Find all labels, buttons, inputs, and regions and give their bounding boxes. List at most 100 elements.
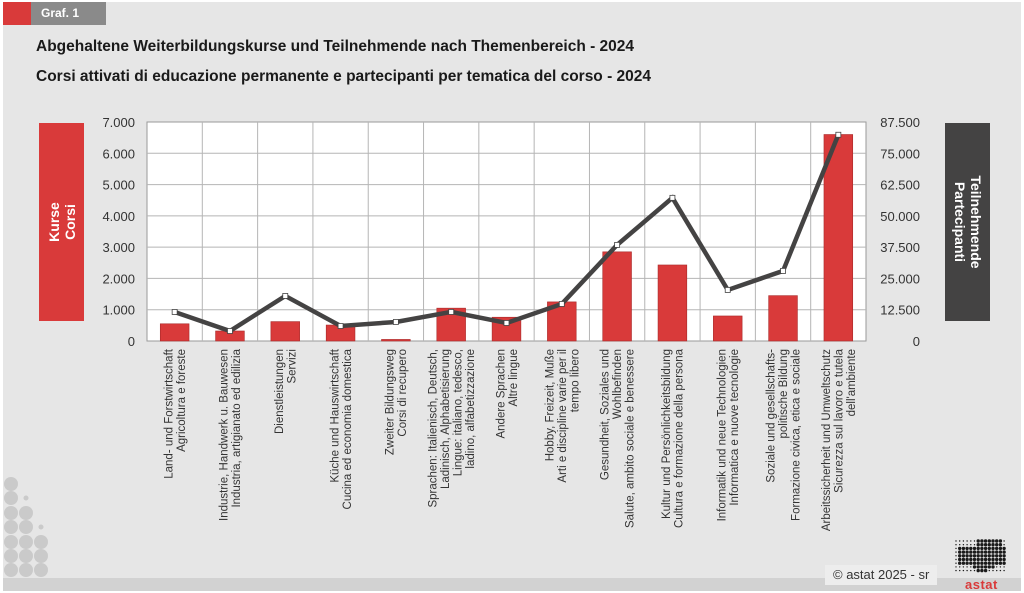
right-axis-panel: Teilnehmende Partecipanti	[945, 123, 990, 321]
plot-area	[146, 121, 867, 342]
line-point-participants	[614, 241, 621, 248]
x-axis-category-line: Formazione civica, etica e sociale	[791, 349, 803, 521]
logo-dot	[972, 565, 977, 569]
line-point-participants	[835, 131, 842, 138]
logo-dot	[958, 557, 962, 562]
logo-dot	[970, 566, 972, 568]
x-axis-category-line: ladino, alfabetizzazione	[465, 349, 477, 469]
logo-dot	[976, 557, 980, 562]
copyright-credit: © astat 2025 - sr	[825, 565, 938, 585]
logo-dot	[972, 557, 977, 562]
logo-dot	[961, 550, 966, 554]
logo-dot	[955, 547, 957, 550]
right-axis-tick-label: 75.000	[880, 146, 920, 161]
left-axis-tick-label: 6.000	[102, 146, 135, 161]
logo-dot	[965, 546, 969, 551]
logo-dot	[988, 569, 990, 572]
logo-dot	[969, 554, 973, 558]
bar-courses	[713, 315, 743, 342]
x-axis-category-line: Küche und Hauswirtschaft	[329, 348, 341, 482]
x-axis-category-line: Wohlbefinden	[612, 349, 624, 419]
logo-dot	[973, 540, 976, 542]
x-axis-category-line: tempo libero	[569, 349, 581, 412]
chart-title-it: Corsi attivati di educazione permanente …	[36, 68, 652, 85]
logo-dot	[969, 546, 973, 551]
chart-plot: 0 1.000 2.000 3.000 4.000 5.000 6.000 7.000 0 12…	[102, 115, 920, 531]
logo-dot	[998, 550, 1003, 554]
logo-dot	[969, 561, 973, 565]
x-axis-category-line: Arbeitssicherheit und Umweltschutz	[821, 349, 833, 531]
chart-frame: Graf. 1 Abgehaltene Weiterbildungskurse …	[3, 2, 1021, 591]
logo-dot	[992, 569, 994, 572]
bar-courses	[657, 264, 688, 342]
x-axis-category-line: Ladinisch, Alphabetisierung	[440, 349, 452, 489]
logo-dot	[1003, 540, 1005, 542]
logo-dot	[998, 554, 1003, 558]
logo-dot	[980, 539, 984, 543]
logo-dot	[980, 557, 984, 562]
logo-dot	[965, 561, 969, 565]
logo-dot	[962, 540, 965, 542]
x-axis-category-label: Land- und Forstwirtschaft Agricoltura e f…	[163, 348, 188, 479]
right-axis-tick-label: 62.500	[880, 178, 920, 193]
x-axis-category-label: Gesundheit, Soziales und Wohlbefinden Salu…	[600, 349, 637, 528]
logo-dot	[969, 557, 973, 562]
logo-dot	[998, 561, 1003, 565]
x-axis-category-line: Cultura e formazione della persona	[674, 348, 686, 528]
x-axis-category-line: Salute, ambito sociale e benessere	[625, 349, 637, 528]
logo-dot	[955, 566, 957, 568]
logo-dot	[998, 543, 1003, 547]
right-axis-tick-label: 37.500	[880, 240, 920, 255]
logo-dot	[987, 539, 991, 543]
logo-dot	[976, 565, 980, 569]
logo-dot	[965, 557, 969, 562]
x-axis-category-label: Sprachen: Italienisch, Deutsch, Ladinisch…	[427, 349, 477, 508]
logo-dot	[976, 568, 980, 573]
logo-dot	[998, 557, 1003, 562]
logo-dot	[966, 566, 968, 568]
right-axis-tick-label: 0	[913, 334, 920, 349]
logo-dot	[999, 569, 1002, 572]
logo-dot	[983, 557, 988, 562]
logo-dot	[959, 569, 961, 572]
logo-dot	[966, 569, 968, 572]
x-axis-category-line: Altre lingue	[508, 349, 520, 407]
logo-dot	[1002, 554, 1006, 558]
astat-logo-text: astat	[965, 577, 998, 591]
x-axis-category-line: Lingue: italiano, tedesco,	[452, 349, 464, 476]
logo-dot	[980, 554, 984, 558]
logo-dot	[996, 569, 998, 572]
logo-dot	[991, 561, 995, 565]
logo-dot	[980, 568, 984, 573]
logo-dot	[987, 554, 991, 558]
logo-dot	[998, 546, 1003, 551]
x-axis-category-line: Industria, artigianato ed edilizia	[231, 348, 243, 507]
bar-courses	[823, 134, 854, 342]
x-axis-category-line: Andere Sprachen	[495, 349, 507, 439]
logo-dot	[995, 539, 999, 543]
logo-dot	[987, 561, 991, 565]
bar-courses	[270, 321, 300, 342]
logo-dot	[962, 544, 965, 546]
logo-dot	[995, 561, 999, 565]
x-axis-category-line: dell'ambiente	[846, 349, 858, 416]
line-point-participants	[780, 268, 786, 274]
x-axis-category-line: Cucina ed economia domestica	[342, 348, 354, 509]
logo-dot	[965, 554, 969, 558]
logo-dot	[983, 565, 988, 569]
badge-accent	[3, 2, 31, 25]
logo-dot	[1002, 550, 1006, 554]
logo-dot	[972, 550, 977, 554]
logo-dot	[959, 566, 961, 568]
logo-dot	[983, 554, 988, 558]
logo-dot	[983, 550, 988, 554]
x-axis-category-label: Informatik und neue Technologien Informat…	[716, 349, 741, 521]
x-axis-category-line: Kultur und Persönlichkeitsbildung	[661, 349, 673, 519]
logo-dot	[999, 566, 1002, 568]
x-axis-category-line: politische Bildung	[778, 349, 790, 439]
logo-dot	[980, 543, 984, 547]
logo-dot	[995, 557, 999, 562]
left-axis-tick-label: 2.000	[102, 271, 135, 286]
line-point-participants	[669, 194, 676, 201]
logo-dot	[973, 569, 976, 572]
